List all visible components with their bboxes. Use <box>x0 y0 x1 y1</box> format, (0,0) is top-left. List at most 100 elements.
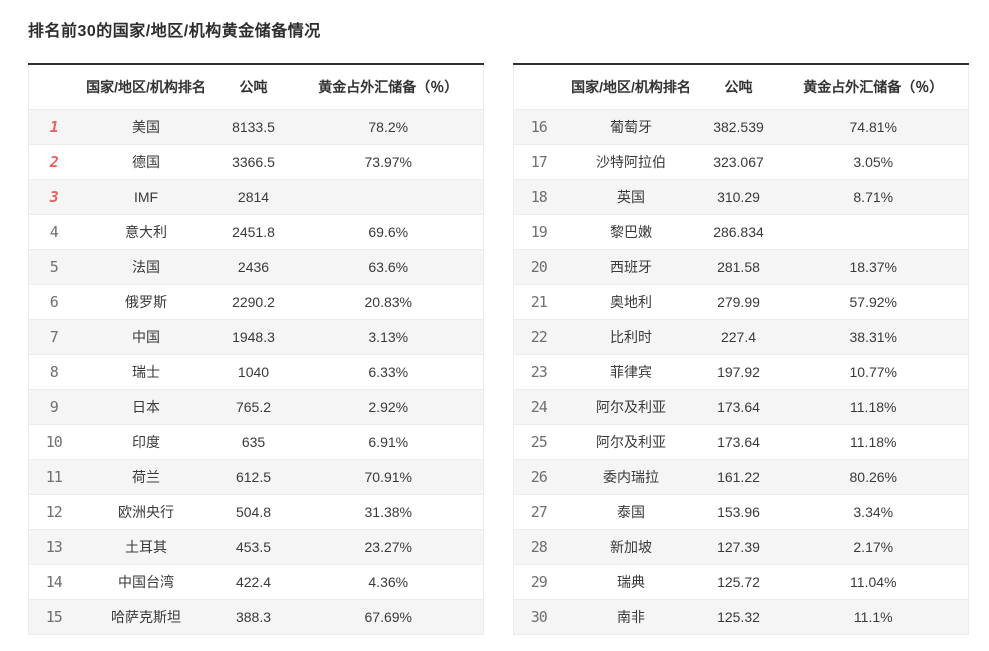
rank-cell: 24 <box>513 388 564 424</box>
table-row: 8 瑞士 1040 6.33% <box>28 353 484 389</box>
table-body-left: 1 美国 8133.5 78.2% 2 德国 3366.5 73.97% 3 IMF 2814 4 意大… <box>28 108 484 634</box>
country-cell: 哈萨克斯坦 <box>78 598 214 634</box>
pct-cell <box>293 178 484 214</box>
country-cell: 菲律宾 <box>563 353 699 389</box>
tonnes-cell: 635 <box>213 423 294 459</box>
pct-cell: 80.26% <box>778 458 969 494</box>
tonnes-cell: 153.96 <box>698 493 779 529</box>
rank-column-header <box>28 64 79 109</box>
table-row: 14 中国台湾 422.4 4.36% <box>28 563 484 599</box>
country-cell: 欧洲央行 <box>78 493 214 529</box>
tonnes-cell: 388.3 <box>213 598 294 634</box>
pct-cell: 74.81% <box>778 108 969 144</box>
table-row: 5 法国 2436 63.6% <box>28 248 484 284</box>
tonnes-cell: 1040 <box>213 353 294 389</box>
tonnes-cell: 281.58 <box>698 248 779 284</box>
country-cell: 泰国 <box>563 493 699 529</box>
pct-cell: 63.6% <box>293 248 484 284</box>
tonnes-cell: 1948.3 <box>213 318 294 354</box>
pct-cell: 11.04% <box>778 563 969 599</box>
pct-column-header: 黄金占外汇储备（％） <box>778 64 969 109</box>
pct-cell: 57.92% <box>778 283 969 319</box>
pct-cell: 4.36% <box>293 563 484 599</box>
tonnes-cell: 279.99 <box>698 283 779 319</box>
pct-cell: 67.69% <box>293 598 484 634</box>
tonnes-column-header: 公吨 <box>698 64 779 109</box>
table-row: 19 黎巴嫩 286.834 <box>513 213 969 249</box>
country-column-header: 国家/地区/机构排名 <box>563 64 699 109</box>
country-cell: 南非 <box>563 598 699 634</box>
country-cell: 西班牙 <box>563 248 699 284</box>
tonnes-cell: 286.834 <box>698 213 779 249</box>
table-row: 10 印度 635 6.91% <box>28 423 484 459</box>
tonnes-cell: 2436 <box>213 248 294 284</box>
pct-cell: 78.2% <box>293 108 484 144</box>
tonnes-cell: 382.539 <box>698 108 779 144</box>
rank-cell: 15 <box>28 598 79 634</box>
rank-cell: 29 <box>513 563 564 599</box>
table-row: 4 意大利 2451.8 69.6% <box>28 213 484 249</box>
table-row: 24 阿尔及利亚 173.64 11.18% <box>513 388 969 424</box>
rank-cell: 20 <box>513 248 564 284</box>
gold-reserves-table-left: 国家/地区/机构排名 公吨 黄金占外汇储备（％） 1 美国 8133.5 78.2% 2… <box>28 63 484 635</box>
table-header: 国家/地区/机构排名 公吨 黄金占外汇储备（％） <box>513 64 969 109</box>
tonnes-cell: 173.64 <box>698 388 779 424</box>
rank-cell: 4 <box>28 213 79 249</box>
country-cell: 英国 <box>563 178 699 214</box>
country-cell: 土耳其 <box>78 528 214 564</box>
table-row: 20 西班牙 281.58 18.37% <box>513 248 969 284</box>
pct-cell: 11.1% <box>778 598 969 634</box>
table-row: 17 沙特阿拉伯 323.067 3.05% <box>513 143 969 179</box>
country-cell: 黎巴嫩 <box>563 213 699 249</box>
rank-cell: 11 <box>28 458 79 494</box>
page-title: 排名前30的国家/地区/机构黄金储备情况 <box>28 23 321 40</box>
country-cell: 瑞士 <box>78 353 214 389</box>
country-cell: 印度 <box>78 423 214 459</box>
tonnes-cell: 765.2 <box>213 388 294 424</box>
tonnes-cell: 173.64 <box>698 423 779 459</box>
country-cell: IMF <box>78 178 214 214</box>
table-row: 2 德国 3366.5 73.97% <box>28 143 484 179</box>
country-cell: 委内瑞拉 <box>563 458 699 494</box>
pct-cell: 73.97% <box>293 143 484 179</box>
country-cell: 中国 <box>78 318 214 354</box>
table-row: 23 菲律宾 197.92 10.77% <box>513 353 969 389</box>
pct-cell: 18.37% <box>778 248 969 284</box>
pct-cell: 2.92% <box>293 388 484 424</box>
rank-cell: 8 <box>28 353 79 389</box>
rank-cell: 3 <box>28 178 79 214</box>
country-cell: 中国台湾 <box>78 563 214 599</box>
tonnes-cell: 2451.8 <box>213 213 294 249</box>
rank-cell: 27 <box>513 493 564 529</box>
tonnes-cell: 197.92 <box>698 353 779 389</box>
tonnes-cell: 323.067 <box>698 143 779 179</box>
pct-cell: 31.38% <box>293 493 484 529</box>
tonnes-column-header: 公吨 <box>213 64 294 109</box>
rank-cell: 10 <box>28 423 79 459</box>
pct-cell: 70.91% <box>293 458 484 494</box>
tonnes-cell: 422.4 <box>213 563 294 599</box>
tonnes-cell: 8133.5 <box>213 108 294 144</box>
pct-column-header: 黄金占外汇储备（％） <box>293 64 484 109</box>
country-cell: 日本 <box>78 388 214 424</box>
country-cell: 瑞典 <box>563 563 699 599</box>
pct-cell: 11.18% <box>778 388 969 424</box>
rank-cell: 19 <box>513 213 564 249</box>
pct-cell: 23.27% <box>293 528 484 564</box>
tonnes-cell: 612.5 <box>213 458 294 494</box>
rank-cell: 6 <box>28 283 79 319</box>
table-row: 21 奥地利 279.99 57.92% <box>513 283 969 319</box>
country-cell: 阿尔及利亚 <box>563 388 699 424</box>
table-row: 6 俄罗斯 2290.2 20.83% <box>28 283 484 319</box>
table-row: 27 泰国 153.96 3.34% <box>513 493 969 529</box>
pct-cell: 69.6% <box>293 213 484 249</box>
rank-cell: 16 <box>513 108 564 144</box>
table-row: 7 中国 1948.3 3.13% <box>28 318 484 354</box>
country-cell: 奥地利 <box>563 283 699 319</box>
rank-column-header <box>513 64 564 109</box>
pct-cell: 11.18% <box>778 423 969 459</box>
tonnes-cell: 125.32 <box>698 598 779 634</box>
country-cell: 美国 <box>78 108 214 144</box>
gold-reserves-table-right: 国家/地区/机构排名 公吨 黄金占外汇储备（％） 16 葡萄牙 382.539 74.… <box>513 63 969 635</box>
tonnes-cell: 3366.5 <box>213 143 294 179</box>
